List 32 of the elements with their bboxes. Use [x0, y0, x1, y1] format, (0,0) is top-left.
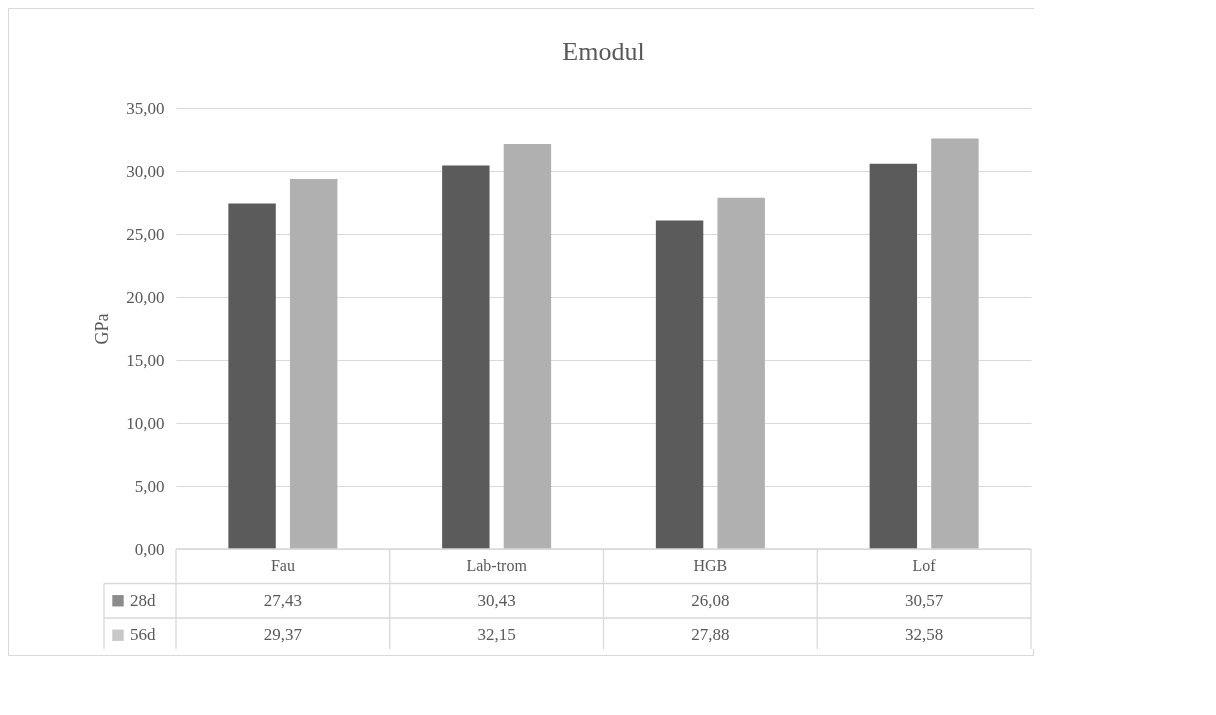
- bar: [869, 163, 918, 549]
- y-axis-title: GPa: [92, 313, 113, 345]
- bar: [442, 165, 490, 549]
- data-label: 29,37: [263, 625, 303, 645]
- data-label: 26,08: [691, 590, 730, 610]
- data-label: 32,15: [477, 625, 516, 645]
- data-label: 30,57: [905, 590, 944, 610]
- bar: [228, 203, 276, 549]
- x-tick-label: Lab-trom: [466, 557, 528, 575]
- y-tick-label: 15,00: [126, 350, 165, 370]
- x-tick-label: Lof: [912, 557, 937, 575]
- y-tick-label: 10,00: [126, 413, 165, 433]
- x-tick-label: HGB: [693, 557, 728, 575]
- legend-label: 56d: [130, 625, 156, 645]
- data-label: 32,58: [905, 625, 944, 645]
- data-label: 30,43: [477, 590, 516, 610]
- y-tick-label: 5,00: [134, 476, 165, 496]
- y-tick-label: 20,00: [126, 287, 165, 307]
- y-tick-label: 30,00: [126, 161, 165, 181]
- x-tick-label: Fau: [270, 557, 295, 575]
- y-tick-label: 0,00: [134, 539, 165, 559]
- y-tick-label: 35,00: [126, 98, 165, 118]
- chart-title: Emodul: [562, 37, 645, 66]
- data-label: 27,43: [263, 590, 302, 610]
- bar: [655, 220, 704, 549]
- data-label: 27,88: [691, 625, 730, 645]
- y-tick-label: 25,00: [126, 224, 165, 244]
- bar: [289, 178, 338, 549]
- bar: [503, 143, 552, 549]
- bar: [717, 197, 765, 549]
- legend-label: 28d: [130, 590, 156, 610]
- bar: [931, 138, 979, 549]
